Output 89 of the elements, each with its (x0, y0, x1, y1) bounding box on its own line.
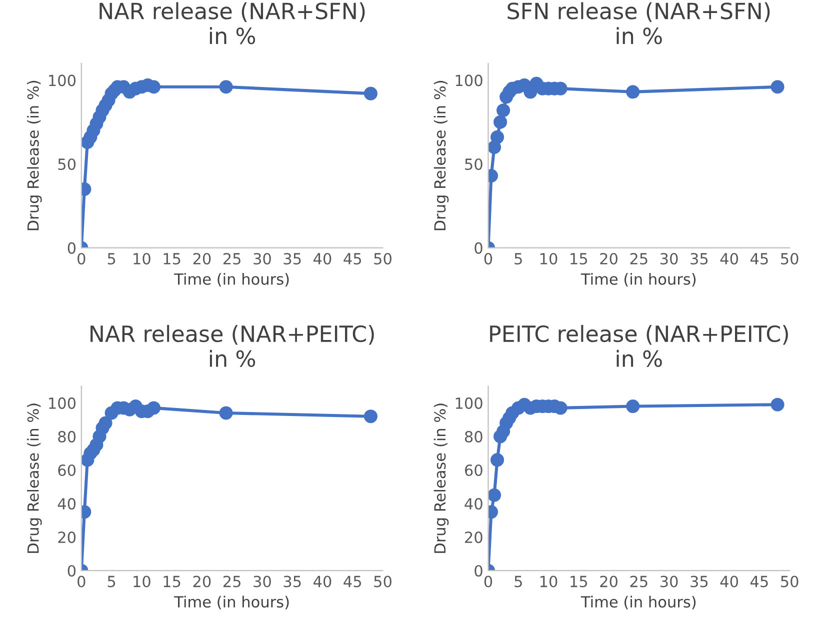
x-tick-label: 45 (344, 253, 362, 265)
x-tick-label: 15 (164, 253, 180, 265)
y-tick-label: 20 (58, 532, 76, 544)
point (494, 115, 508, 129)
point (496, 104, 510, 118)
y-tick-label: 100 (456, 397, 482, 409)
x-tick-label: 15 (570, 253, 588, 265)
y-tick-label: 20 (465, 532, 482, 544)
x-axis-title: Time (in hours) (580, 596, 696, 610)
y-tick-label: 40 (464, 498, 482, 510)
x-tick-label: 40 (314, 576, 332, 588)
x-tick-label: 5 (108, 253, 116, 265)
x-tick-label: 0 (484, 252, 492, 265)
x-tick-label: 45 (750, 576, 768, 588)
point (146, 401, 160, 415)
x-tick-label: 25 (223, 252, 240, 265)
x-tick-label: 40 (720, 576, 738, 588)
x-tick-label: 25 (223, 576, 240, 588)
y-tick-label: 0 (68, 242, 76, 254)
x-tick-label: 0 (484, 576, 492, 588)
chart-title: NAR release (NAR+SFN) in % (100, 2, 365, 44)
x-tick-label: 0 (78, 252, 86, 265)
x-tick-label: 10 (540, 576, 558, 588)
y-tick-label: 0 (68, 565, 76, 577)
chart-title: SFN release (NAR+SFN) in % (508, 2, 770, 44)
point (770, 80, 784, 94)
x-tick-label: 0 (78, 576, 86, 588)
point (364, 410, 378, 424)
x-axis-title: Time (in hours) (174, 596, 289, 610)
point (626, 85, 640, 99)
y-axis-title: Drug Release (in %) (27, 404, 42, 553)
point (626, 400, 640, 414)
y-tick-label: 0 (474, 565, 482, 577)
x-tick-label: 10 (134, 252, 150, 265)
y-axis-title: Drug Release (in %) (434, 80, 449, 230)
y-axis-title: Drug Release (in %) (434, 404, 449, 553)
point (219, 80, 233, 94)
x-tick-label: 25 (630, 576, 648, 588)
chart-title: NAR release (NAR+PEITC) in % (90, 324, 374, 368)
x-axis-title: Time (in hours) (580, 273, 696, 287)
point (490, 453, 504, 467)
x-tick-label: 35 (284, 576, 301, 588)
x-tick-label: 35 (690, 576, 708, 588)
x-tick-label: 20 (600, 576, 618, 588)
y-tick-label: 100 (49, 397, 76, 409)
x-tick-label: 5 (514, 253, 522, 265)
x-tick-label: 30 (660, 252, 678, 265)
x-tick-label: 50 (374, 252, 392, 265)
x-tick-label: 15 (570, 576, 588, 588)
x-tick-label: 5 (514, 576, 522, 588)
x-tick-label: 45 (750, 253, 768, 265)
point (488, 488, 502, 502)
x-tick-label: 30 (254, 576, 271, 588)
x-tick-label: 10 (134, 576, 150, 588)
x-tick-label: 40 (720, 252, 738, 265)
x-tick-label: 20 (193, 252, 211, 265)
x-axis-title: Time (in hours) (174, 273, 289, 287)
x-tick-label: 20 (193, 576, 211, 588)
y-tick-label: 80 (58, 430, 76, 442)
y-tick-label: 60 (58, 464, 76, 476)
point (364, 86, 378, 100)
y-tick-label: 100 (49, 74, 76, 86)
x-tick-label: 30 (254, 252, 271, 265)
chart-title: PEITC release (NAR+PEITC) in % (490, 324, 788, 368)
x-tick-label: 10 (540, 252, 558, 265)
y-tick-label: 40 (58, 498, 76, 510)
x-tick-label: 5 (108, 576, 116, 588)
point (98, 416, 112, 430)
point (490, 130, 504, 144)
x-tick-label: 30 (660, 576, 678, 588)
x-tick-label: 50 (781, 576, 798, 588)
x-tick-label: 25 (630, 252, 648, 265)
y-tick-label: 50 (465, 158, 482, 170)
x-tick-label: 35 (690, 252, 708, 265)
x-tick-label: 35 (284, 252, 301, 265)
point (219, 406, 233, 420)
y-tick-label: 0 (474, 242, 482, 254)
x-tick-label: 45 (344, 576, 362, 588)
x-tick-label: 50 (781, 252, 798, 265)
y-tick-label: 100 (456, 74, 482, 86)
x-tick-label: 40 (314, 252, 332, 265)
x-tick-label: 15 (164, 576, 180, 588)
x-tick-label: 50 (374, 576, 392, 588)
point (770, 398, 784, 412)
x-tick-label: 20 (600, 252, 618, 265)
y-tick-label: 50 (58, 158, 76, 170)
y-tick-label: 80 (464, 430, 482, 442)
y-tick-label: 60 (464, 464, 482, 476)
y-axis-title: Drug Release (in %) (27, 80, 42, 230)
